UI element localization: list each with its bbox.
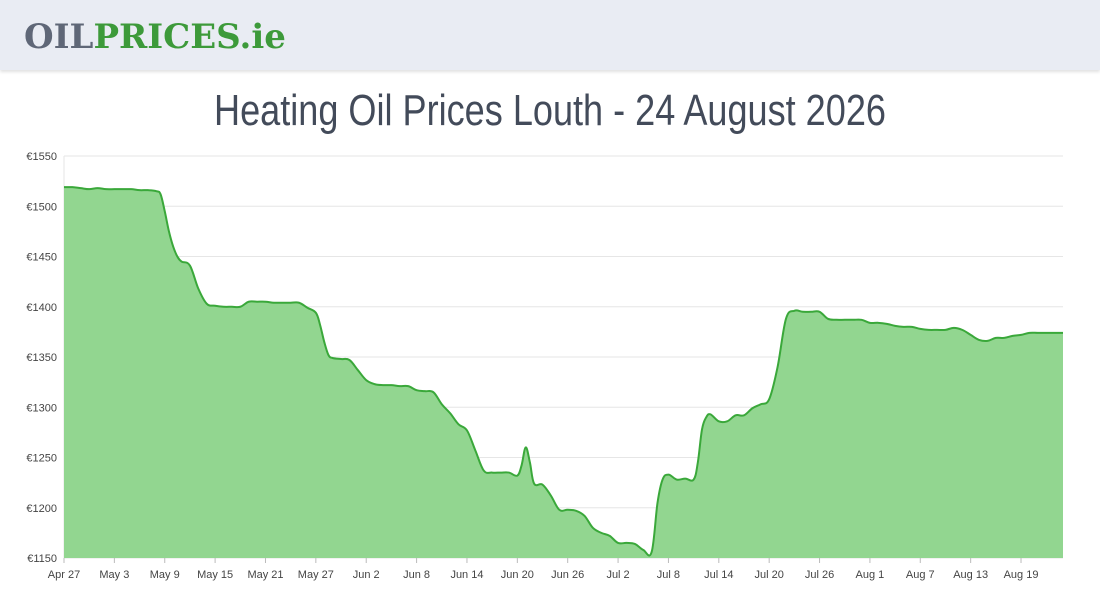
x-tick-label: May 3	[99, 569, 129, 581]
x-tick-label: Jul 8	[657, 569, 680, 581]
site-logo[interactable]: OILPRICES.ie	[24, 14, 286, 60]
y-tick-label: €1300	[26, 402, 57, 414]
y-tick-label: €1200	[26, 503, 57, 515]
logo-oil: OIL	[24, 17, 94, 57]
x-tick-label: May 15	[197, 569, 233, 581]
x-tick-label: Aug 13	[953, 569, 988, 581]
price-line	[63, 186, 1063, 557]
site-header: OILPRICES.ie	[0, 0, 1100, 70]
x-tick-label: May 27	[298, 569, 334, 581]
chart-area	[63, 186, 1063, 558]
logo-prices: PRICES	[93, 17, 240, 57]
y-tick-label: €1500	[26, 201, 57, 213]
x-tick-label: Aug 7	[906, 569, 935, 581]
x-tick-label: Jun 2	[353, 569, 380, 581]
y-tick-label: €1450	[26, 252, 57, 264]
price-area-fill	[64, 187, 1063, 558]
y-tick-label: €1550	[26, 151, 57, 163]
x-tick-label: Jun 14	[450, 569, 483, 581]
y-tick-label: €1250	[26, 453, 57, 465]
x-tick-label: Jul 14	[704, 569, 733, 581]
logo-ie: .ie	[239, 17, 286, 57]
x-tick-label: Jul 20	[754, 569, 783, 581]
x-tick-label: Jun 20	[501, 569, 534, 581]
page-title: Heating Oil Prices Louth - 24 August 202…	[214, 86, 886, 135]
price-chart: €1150 €1200 €1250 €1300 €1350 €1400 €1450 €1500…	[26, 151, 1063, 581]
x-tick-label: May 21	[247, 569, 283, 581]
x-tick-label: Aug 1	[856, 569, 885, 581]
x-axis-ticks: Apr 27 May 3 May 9 May 15 May 21 May 27 Jun 2 J…	[48, 569, 1039, 581]
x-tick-label: Jul 2	[606, 569, 629, 581]
y-axis-ticks: €1150 €1200 €1250 €1300 €1350 €1400 €1450 €1500…	[26, 151, 57, 565]
x-tick-label: May 9	[150, 569, 180, 581]
y-tick-label: €1400	[26, 302, 57, 314]
y-tick-label: €1150	[27, 553, 57, 565]
x-tick-label: Aug 19	[1004, 569, 1039, 581]
x-tick-label: Jul 26	[805, 569, 834, 581]
x-tick-label: Apr 27	[48, 569, 80, 581]
x-tick-label: Jun 26	[551, 569, 584, 581]
x-tick-label: Jun 8	[403, 569, 430, 581]
y-tick-label: €1350	[26, 352, 57, 364]
